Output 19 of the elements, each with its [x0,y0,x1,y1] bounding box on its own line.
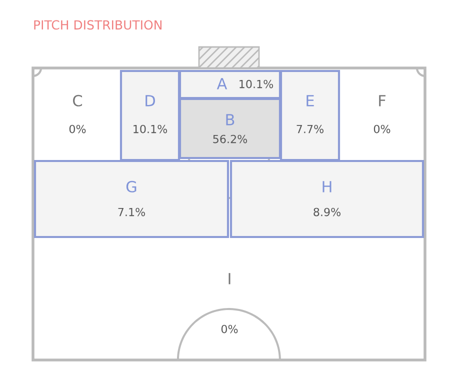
data-label: 0% [374,124,390,134]
category-label: G [126,180,136,192]
category-label: F [379,95,386,106]
data-label: 7.1% [118,208,145,216]
category-label: D [146,95,155,106]
category-label: B [226,114,234,126]
category-label: H [322,181,332,192]
category-label: C [73,94,82,106]
category-label: I [228,273,230,284]
data-label: 8.9% [314,208,340,216]
category-label: A [216,78,228,90]
category-label: E [306,95,314,106]
data-label: 56.2% [213,134,248,144]
data-label: 0% [69,124,86,134]
text: PITCH DISTRIBUTION [34,20,162,30]
data-label: 7.7% [296,124,324,134]
data-label: 0% [221,324,238,334]
data-label: 10.1% [240,80,274,88]
data-label: 10.1% [134,124,168,134]
